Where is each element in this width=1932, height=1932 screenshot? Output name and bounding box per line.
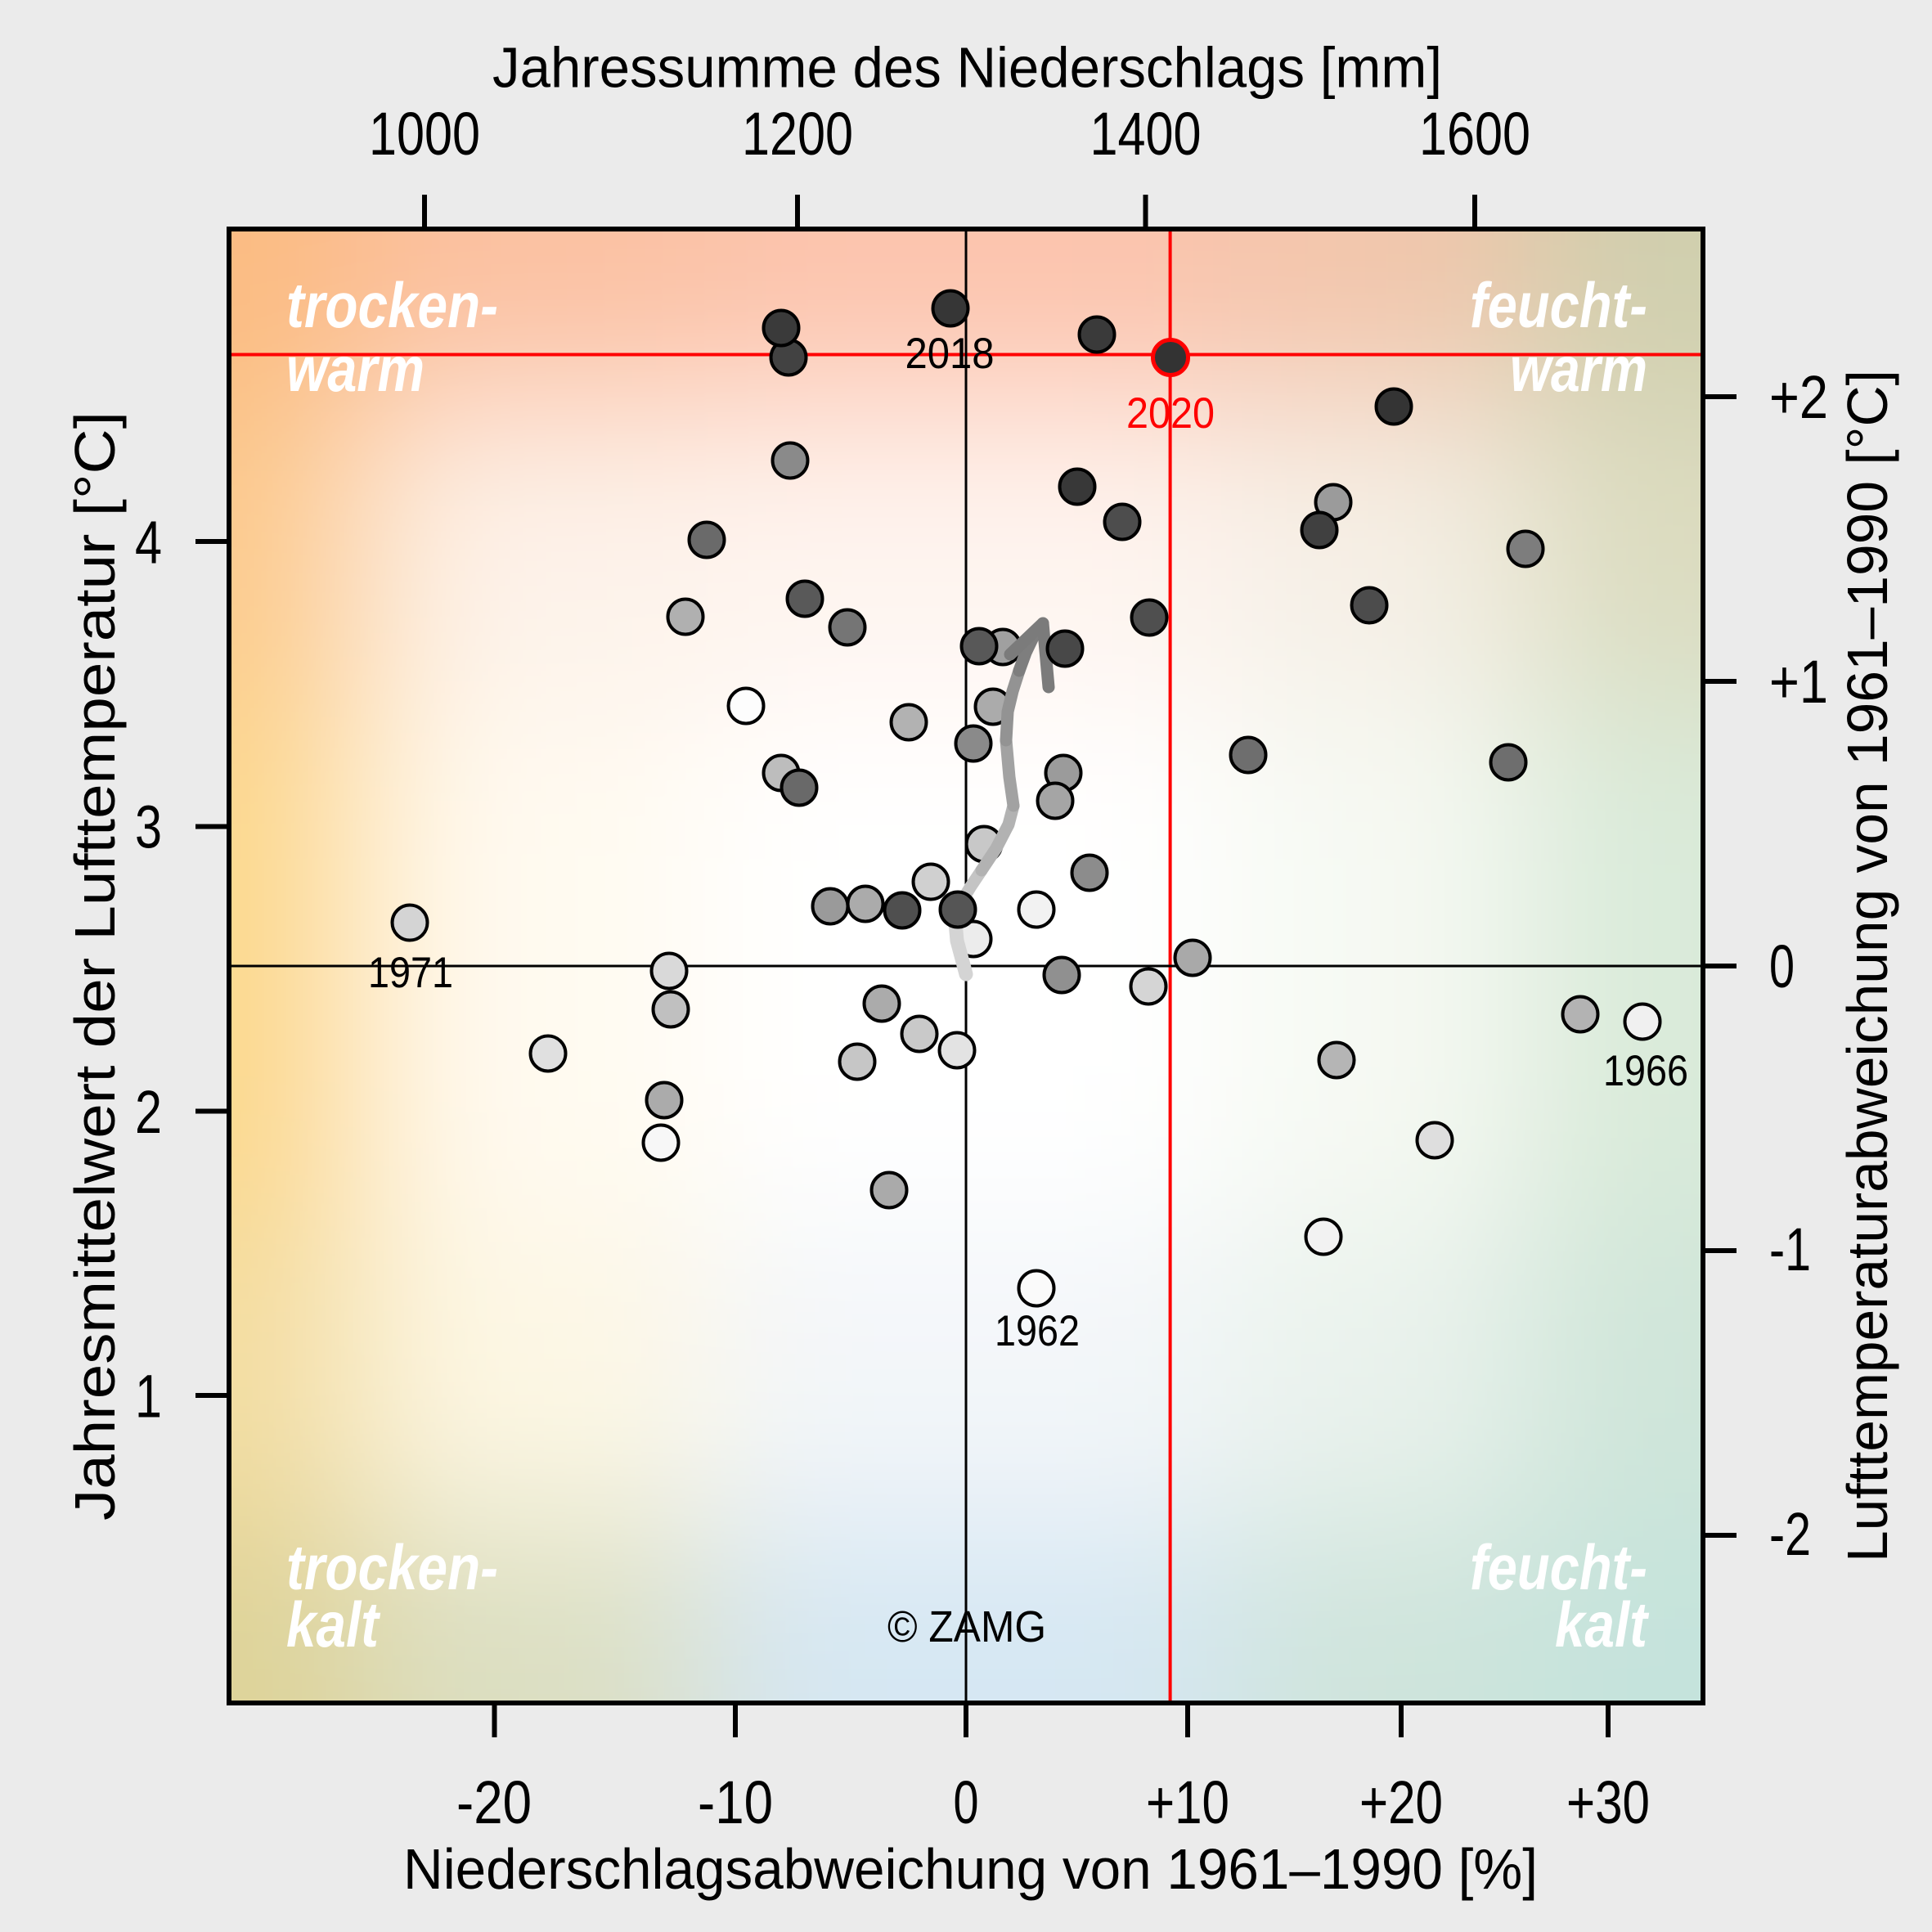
- svg-text:Jahressumme des Niederschlags: Jahressumme des Niederschlags [mm]: [492, 36, 1442, 100]
- svg-text:+1: +1: [1769, 648, 1828, 716]
- svg-text:-10: -10: [698, 1768, 773, 1836]
- svg-text:+30: +30: [1566, 1768, 1650, 1836]
- svg-text:warm: warm: [286, 333, 425, 405]
- svg-text:+20: +20: [1359, 1768, 1443, 1836]
- svg-text:2020: 2020: [1126, 389, 1215, 438]
- svg-text:3: 3: [135, 793, 162, 861]
- svg-text:+10: +10: [1146, 1768, 1229, 1836]
- svg-text:+2: +2: [1769, 363, 1828, 431]
- svg-text:1000: 1000: [369, 100, 480, 168]
- svg-text:trocken-: trocken-: [286, 269, 498, 341]
- svg-text:1200: 1200: [742, 100, 853, 168]
- svg-text:2018: 2018: [905, 330, 995, 378]
- svg-text:Jahresmittelwert der Lufttempe: Jahresmittelwert der Lufttemperatur [°C]: [63, 411, 127, 1521]
- svg-text:1600: 1600: [1419, 100, 1530, 168]
- svg-text:1962: 1962: [995, 1307, 1080, 1355]
- svg-text:trocken-: trocken-: [286, 1531, 498, 1603]
- svg-text:1971: 1971: [368, 949, 453, 997]
- svg-text:0: 0: [954, 1768, 979, 1836]
- svg-text:-20: -20: [456, 1768, 532, 1836]
- svg-text:kalt: kalt: [1555, 1588, 1650, 1660]
- svg-text:4: 4: [135, 509, 162, 577]
- svg-text:1400: 1400: [1090, 100, 1202, 168]
- svg-text:-1: -1: [1769, 1215, 1811, 1283]
- svg-text:0: 0: [1769, 932, 1795, 1000]
- svg-text:-2: -2: [1769, 1500, 1811, 1568]
- svg-text:feucht-: feucht-: [1470, 1531, 1647, 1603]
- svg-text:Lufttemperaturabweichung von 1: Lufttemperaturabweichung von 1961–1990 […: [1835, 370, 1899, 1562]
- svg-text:Niederschlagsabweichung von 19: Niederschlagsabweichung von 1961–1990 [%…: [403, 1837, 1538, 1901]
- svg-text:1966: 1966: [1603, 1047, 1688, 1095]
- svg-text:feucht-: feucht-: [1470, 269, 1647, 341]
- svg-text:1: 1: [135, 1363, 162, 1431]
- svg-text:kalt: kalt: [286, 1588, 381, 1660]
- svg-text:© ZAMG: © ZAMG: [887, 1602, 1046, 1651]
- svg-text:warm: warm: [1510, 333, 1647, 405]
- svg-text:2: 2: [135, 1078, 162, 1146]
